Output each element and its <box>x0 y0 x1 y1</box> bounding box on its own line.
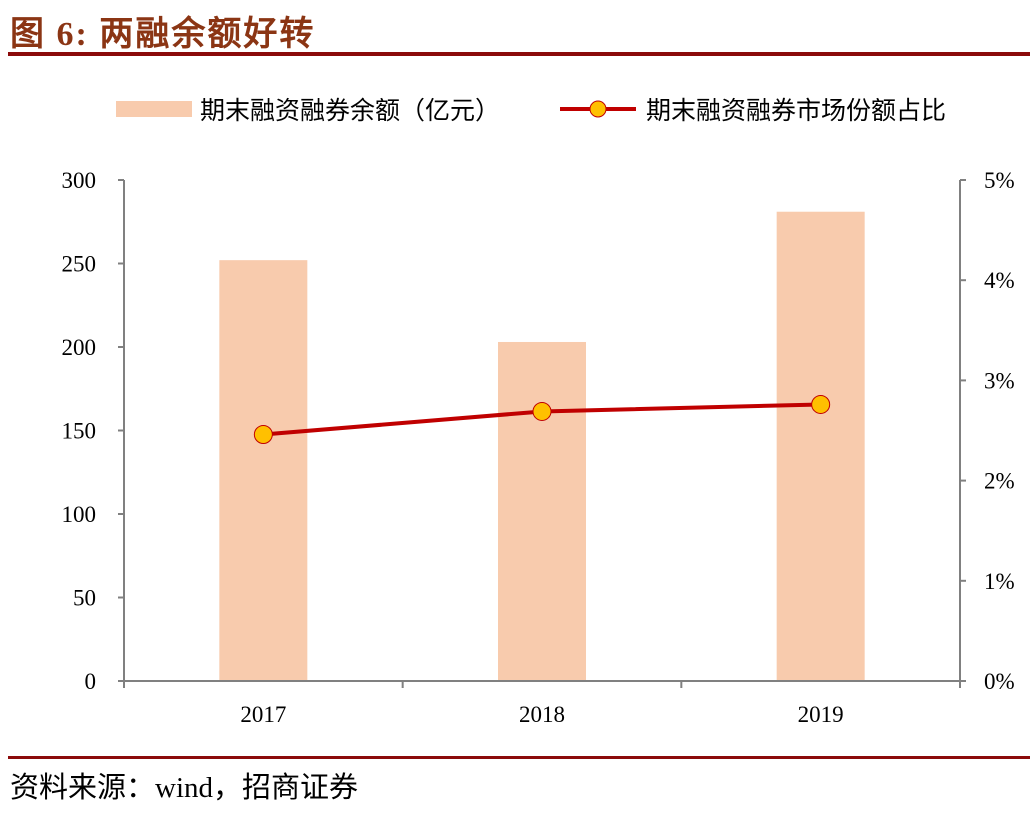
left-tick-label: 100 <box>62 502 97 527</box>
left-tick-label: 50 <box>73 586 96 611</box>
bar-2018 <box>498 341 586 681</box>
right-tick-label: 0% <box>984 669 1015 694</box>
figure-title: 图 6: 两融余额好转 <box>10 16 316 53</box>
left-tick-label: 0 <box>85 669 97 694</box>
legend-line-label: 期末融资融券市场份额占比 <box>646 97 946 125</box>
title-rule <box>8 52 1030 56</box>
right-tick-label: 5% <box>984 168 1015 193</box>
right-tick-label: 2% <box>984 469 1015 494</box>
legend-bar-label: 期末融资融券余额（亿元） <box>200 97 500 125</box>
right-tick-label: 3% <box>984 368 1015 393</box>
right-tick-label: 4% <box>984 268 1015 293</box>
bar-2019 <box>776 211 865 682</box>
legend-bar-swatch <box>116 101 192 117</box>
bar-2017 <box>219 260 308 681</box>
right-tick-label: 1% <box>984 569 1015 594</box>
legend-line-marker <box>589 100 607 118</box>
x-tick-label: 2017 <box>240 702 286 727</box>
left-tick-label: 300 <box>62 168 97 193</box>
x-tick-label: 2018 <box>519 702 565 727</box>
share-point-2019 <box>811 394 831 414</box>
left-tick-label: 150 <box>62 419 97 444</box>
source-note: 资料来源：wind，招商证券 <box>10 772 359 804</box>
left-tick-label: 200 <box>62 335 97 360</box>
x-tick-label: 2019 <box>798 702 844 727</box>
source-rule <box>8 756 1030 759</box>
share-point-2018 <box>532 401 552 421</box>
left-tick-label: 250 <box>62 252 97 277</box>
share-point-2017 <box>253 425 273 445</box>
